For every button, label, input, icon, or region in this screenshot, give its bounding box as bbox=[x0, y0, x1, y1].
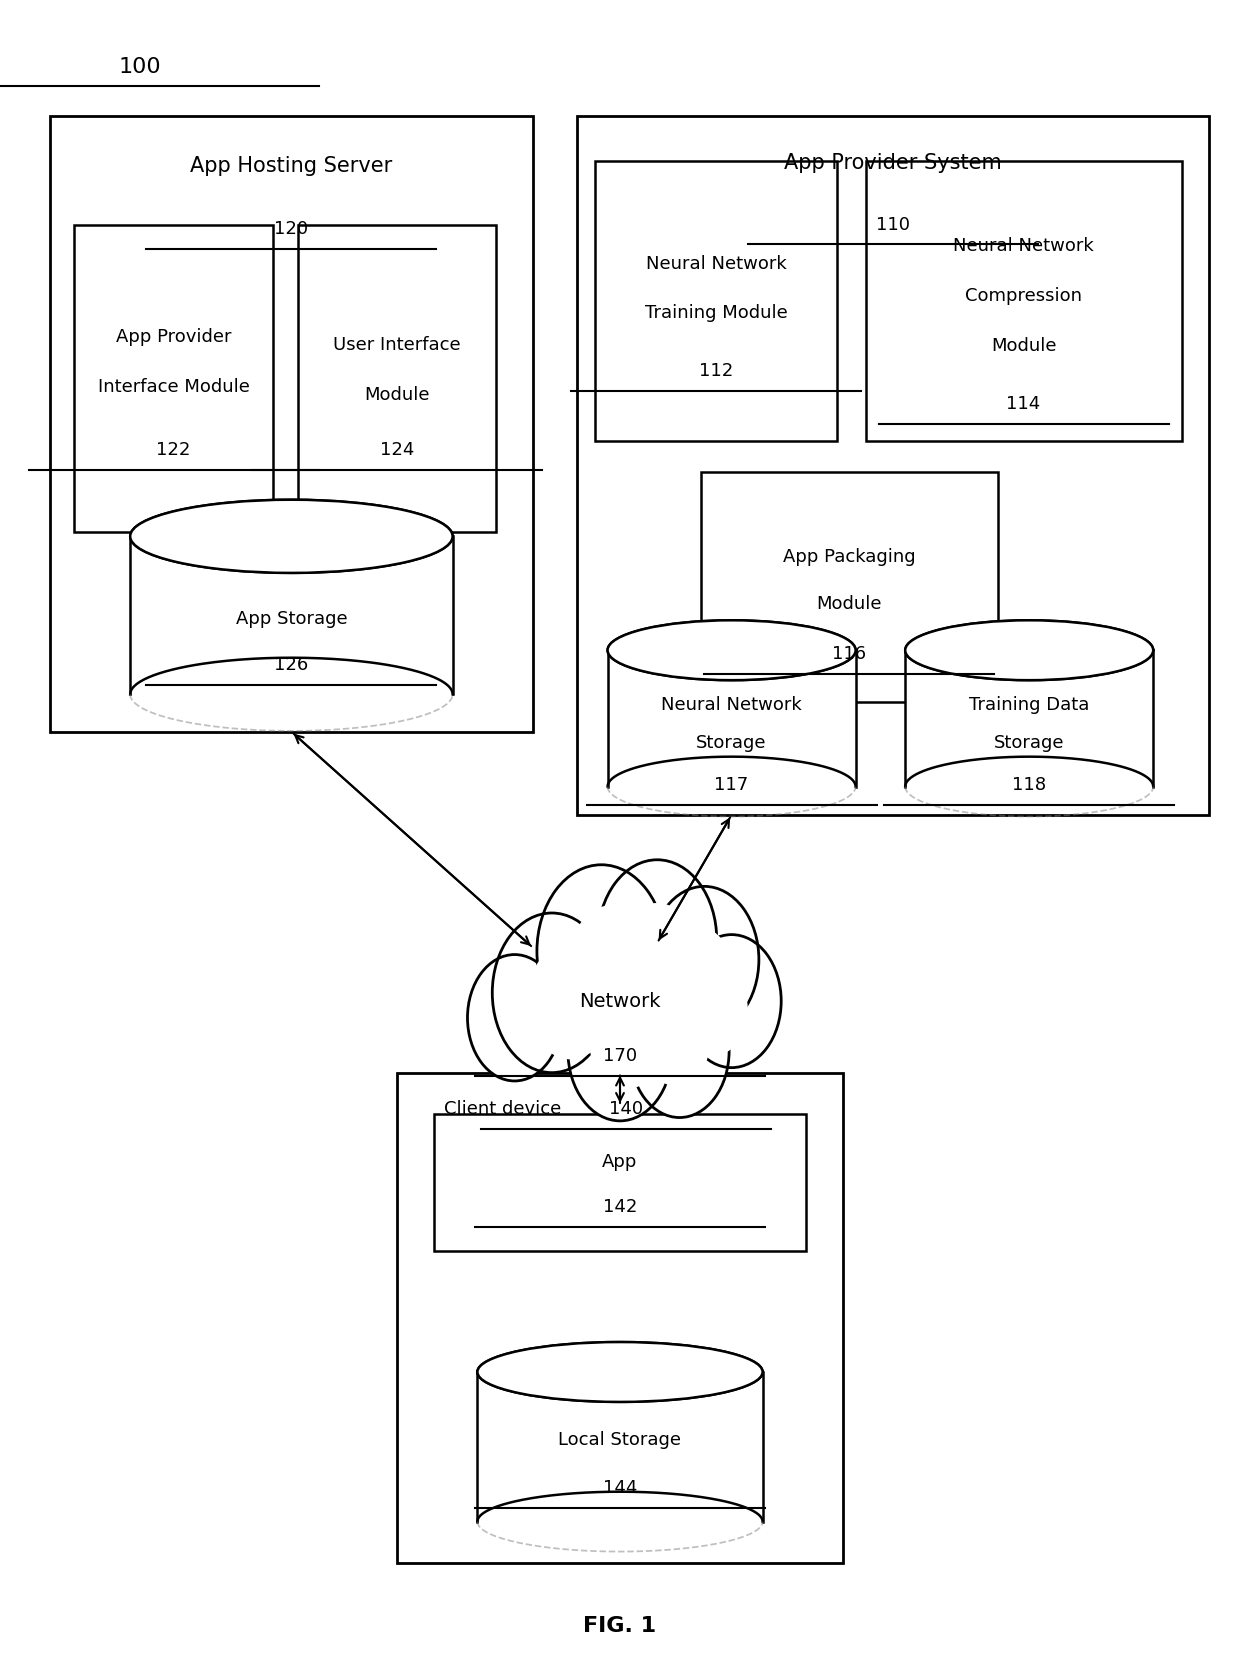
Text: FIG. 1: FIG. 1 bbox=[584, 1616, 656, 1636]
Bar bbox=[905, 650, 1153, 787]
Text: Compression: Compression bbox=[965, 288, 1083, 304]
Text: App Provider: App Provider bbox=[115, 328, 232, 346]
Text: Network: Network bbox=[579, 991, 661, 1011]
Bar bbox=[434, 1114, 806, 1251]
Text: App Packaging: App Packaging bbox=[784, 549, 915, 565]
Text: 100: 100 bbox=[119, 57, 161, 76]
Text: 140: 140 bbox=[609, 1101, 644, 1118]
Text: Storage: Storage bbox=[697, 735, 766, 752]
Circle shape bbox=[641, 993, 711, 1086]
Circle shape bbox=[598, 860, 717, 1019]
Text: 117: 117 bbox=[714, 777, 749, 793]
Text: 116: 116 bbox=[832, 645, 867, 662]
Bar bbox=[866, 161, 1182, 441]
Text: 122: 122 bbox=[156, 441, 191, 459]
Text: Client device: Client device bbox=[444, 1101, 560, 1118]
Bar bbox=[701, 472, 998, 702]
Ellipse shape bbox=[477, 1342, 763, 1402]
Circle shape bbox=[660, 926, 734, 1026]
Text: Neural Network: Neural Network bbox=[954, 238, 1094, 254]
Circle shape bbox=[567, 905, 661, 1031]
Text: Module: Module bbox=[991, 338, 1056, 354]
Circle shape bbox=[467, 955, 562, 1081]
Text: Module: Module bbox=[817, 595, 882, 612]
Text: User Interface: User Interface bbox=[334, 336, 460, 354]
Text: Training Module: Training Module bbox=[645, 304, 787, 321]
Text: 118: 118 bbox=[1012, 777, 1047, 793]
Circle shape bbox=[682, 935, 781, 1068]
Circle shape bbox=[630, 984, 729, 1118]
Bar bbox=[397, 1073, 843, 1563]
Text: App Storage: App Storage bbox=[236, 610, 347, 627]
Circle shape bbox=[537, 865, 666, 1038]
Text: 170: 170 bbox=[603, 1048, 637, 1064]
Text: App: App bbox=[603, 1154, 637, 1171]
Text: 110: 110 bbox=[875, 216, 910, 233]
Ellipse shape bbox=[608, 620, 856, 680]
Circle shape bbox=[492, 913, 611, 1073]
Bar bbox=[477, 1372, 763, 1522]
Bar bbox=[50, 116, 533, 732]
Text: Interface Module: Interface Module bbox=[98, 378, 249, 396]
Bar bbox=[74, 225, 273, 532]
Circle shape bbox=[502, 973, 564, 1056]
Text: 144: 144 bbox=[603, 1480, 637, 1497]
Text: Module: Module bbox=[365, 386, 429, 404]
Circle shape bbox=[650, 886, 759, 1033]
Text: Local Storage: Local Storage bbox=[558, 1432, 682, 1448]
Text: App Hosting Server: App Hosting Server bbox=[190, 156, 393, 176]
Text: 120: 120 bbox=[274, 221, 309, 238]
Text: Neural Network: Neural Network bbox=[661, 697, 802, 713]
Text: 112: 112 bbox=[699, 363, 733, 379]
Bar bbox=[298, 225, 496, 532]
Text: Training Data: Training Data bbox=[968, 697, 1090, 713]
Ellipse shape bbox=[130, 499, 453, 574]
Circle shape bbox=[678, 963, 748, 1056]
Bar bbox=[595, 161, 837, 441]
Bar bbox=[577, 116, 1209, 815]
Text: 124: 124 bbox=[379, 441, 414, 459]
Circle shape bbox=[615, 903, 699, 1016]
Bar bbox=[130, 535, 453, 695]
Text: Storage: Storage bbox=[994, 735, 1064, 752]
Circle shape bbox=[568, 981, 672, 1121]
Circle shape bbox=[589, 989, 663, 1089]
Circle shape bbox=[527, 943, 614, 1059]
Text: Neural Network: Neural Network bbox=[646, 256, 786, 273]
Text: 114: 114 bbox=[1007, 396, 1040, 412]
Ellipse shape bbox=[905, 620, 1153, 680]
Text: App Provider System: App Provider System bbox=[784, 153, 1002, 173]
Text: 126: 126 bbox=[274, 657, 309, 674]
Text: 142: 142 bbox=[603, 1199, 637, 1216]
Bar bbox=[608, 650, 856, 787]
